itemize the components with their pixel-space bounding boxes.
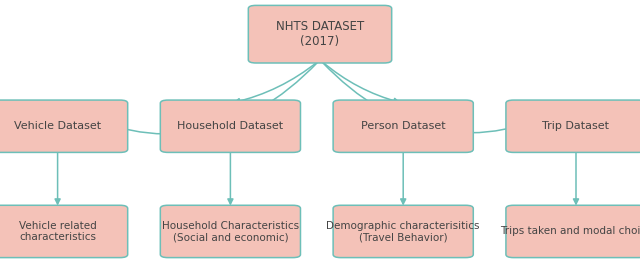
FancyBboxPatch shape bbox=[333, 205, 474, 258]
FancyBboxPatch shape bbox=[160, 205, 301, 258]
FancyBboxPatch shape bbox=[506, 205, 640, 258]
Text: Demographic characterisitics
(Travel Behavior): Demographic characterisitics (Travel Beh… bbox=[326, 221, 480, 242]
FancyBboxPatch shape bbox=[248, 6, 392, 63]
FancyBboxPatch shape bbox=[333, 100, 474, 153]
FancyBboxPatch shape bbox=[0, 205, 128, 258]
Text: Person Dataset: Person Dataset bbox=[361, 121, 445, 131]
Text: Trip Dataset: Trip Dataset bbox=[543, 121, 609, 131]
Text: NHTS DATASET
(2017): NHTS DATASET (2017) bbox=[276, 20, 364, 48]
Text: Household Characteristics
(Social and economic): Household Characteristics (Social and ec… bbox=[162, 221, 299, 242]
FancyBboxPatch shape bbox=[0, 100, 128, 153]
Text: Trips taken and modal choice: Trips taken and modal choice bbox=[500, 226, 640, 236]
FancyBboxPatch shape bbox=[160, 100, 301, 153]
FancyBboxPatch shape bbox=[506, 100, 640, 153]
Text: Household Dataset: Household Dataset bbox=[177, 121, 284, 131]
Text: Vehicle related
characteristics: Vehicle related characteristics bbox=[19, 221, 97, 242]
Text: Vehicle Dataset: Vehicle Dataset bbox=[14, 121, 101, 131]
